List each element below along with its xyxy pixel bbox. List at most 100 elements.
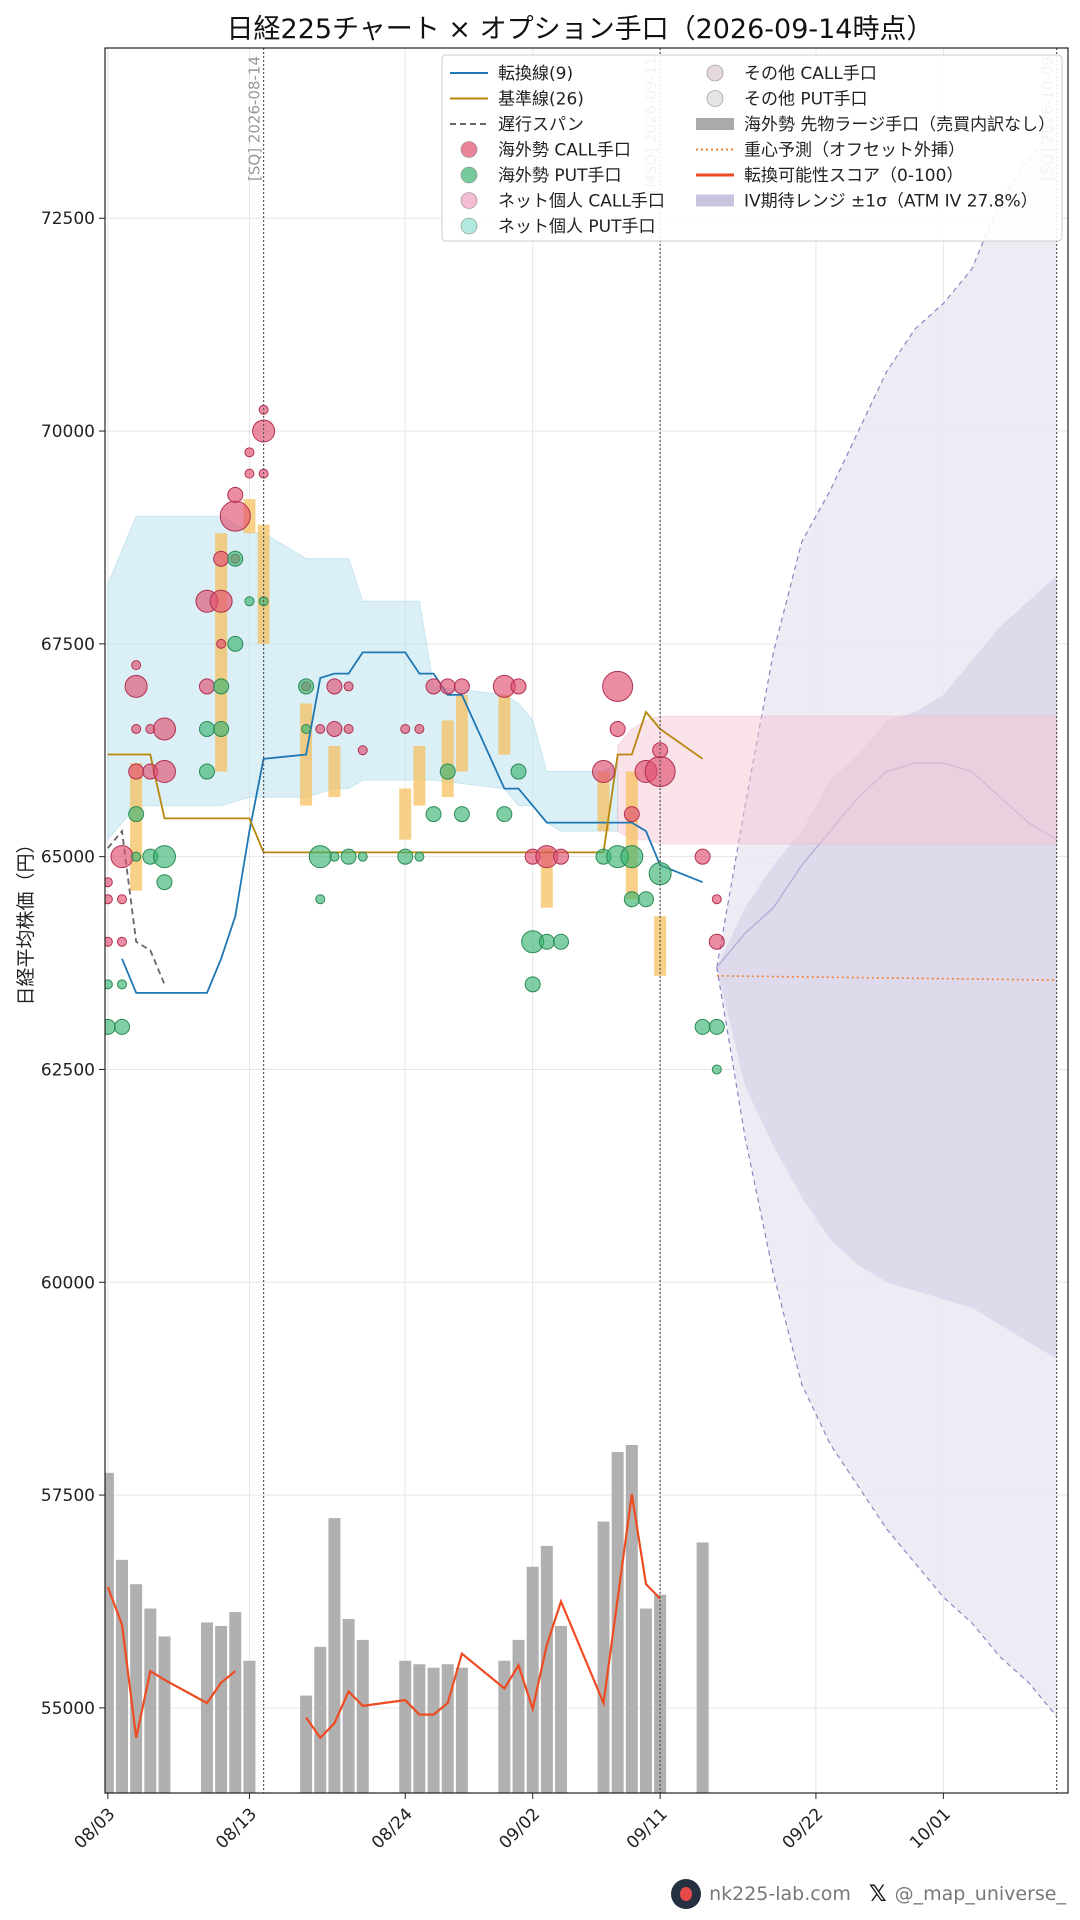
put-bubble: [620, 845, 644, 869]
call-bubble: [110, 845, 134, 869]
futures-bar: [455, 694, 468, 772]
footer: nk225-lab.com 𝕏 @_map_universe_: [671, 1879, 1066, 1909]
call-bubble: [116, 894, 127, 905]
put-bubble: [340, 848, 357, 865]
put-bubble: [425, 806, 442, 823]
x-logo-icon: 𝕏: [868, 1881, 887, 1907]
put-bubble: [553, 933, 570, 950]
call-bubble: [439, 678, 456, 695]
call-bubble: [315, 723, 326, 734]
put-bubble: [357, 851, 368, 862]
call-bubble: [213, 550, 230, 567]
call-bubble: [219, 500, 251, 532]
call-bubble: [216, 638, 227, 649]
y-tick-label: 65000: [41, 848, 95, 868]
legend-label: 海外勢 CALL手口: [498, 141, 631, 161]
volume-bar: [512, 1639, 525, 1793]
call-bubble: [602, 670, 634, 702]
put-bubble: [213, 720, 230, 737]
call-bubble: [708, 933, 725, 950]
legend-item: 転換線(9): [450, 64, 573, 84]
volume-bar: [555, 1625, 568, 1793]
call-bubble: [227, 486, 244, 503]
volume-bar: [314, 1646, 327, 1793]
x-axis: 08/03 08/13 08/24 09/02 09/11 09/22 10/01: [71, 1793, 955, 1853]
put-bubble: [152, 845, 176, 869]
call-bubble: [128, 763, 145, 780]
call-bubble: [252, 419, 276, 443]
legend-item: その他 CALL手口: [706, 64, 877, 84]
call-bubble: [152, 760, 176, 784]
volume-bar: [229, 1612, 242, 1793]
volume-bar: [328, 1518, 341, 1793]
put-bubble: [694, 1018, 711, 1035]
put-bubble: [308, 845, 332, 869]
legend-box: [441, 54, 1063, 242]
call-bubble: [711, 894, 722, 905]
center-forecast-line: [716, 975, 1057, 981]
iv-outer-lower-line: [716, 967, 1058, 1717]
legend-item: 海外勢 先物ラージ手口（売買内訳なし）: [696, 115, 1055, 135]
sq-label-0: [SQ] 2026-08-14: [246, 56, 264, 181]
call-bubble: [591, 760, 615, 784]
put-bubble: [329, 851, 340, 862]
x-tick-label: 08/03: [71, 1804, 120, 1853]
volume-bar: [243, 1660, 256, 1793]
call-bubble: [609, 720, 626, 737]
volume-bar: [200, 1622, 213, 1793]
ichimoku-cloud-blue: [107, 515, 619, 841]
call-bubble: [623, 806, 640, 823]
put-bubble: [198, 720, 215, 737]
footer-handle[interactable]: @_map_universe_: [894, 1883, 1066, 1905]
put-bubble: [711, 1064, 722, 1075]
put-bubble: [298, 678, 315, 695]
legend-item: 海外勢 CALL手口: [460, 141, 631, 161]
legend-label: 遅行スパン: [498, 115, 584, 135]
call-bubble: [131, 660, 142, 671]
plot-frame: [104, 47, 1069, 1794]
x-tick-label: 08/13: [212, 1804, 261, 1853]
legend-swatch-rect: [696, 118, 734, 130]
score-line: [106, 1494, 661, 1740]
legend-label: 転換可能性スコア（0-100）: [744, 166, 963, 186]
put-bubble: [315, 894, 326, 905]
put-bubble: [105, 979, 113, 990]
futures-bar: [399, 788, 412, 840]
volume-bar: [597, 1521, 610, 1793]
legend-swatch-dot: [706, 64, 724, 82]
y-tick-label: 55000: [41, 1699, 95, 1719]
futures-bar: [625, 771, 638, 900]
call-bubble: [105, 894, 113, 905]
call-bubble: [343, 681, 354, 692]
volume-bar: [215, 1625, 228, 1793]
x-tick-label: 09/11: [623, 1804, 672, 1853]
plot-area: [105, 124, 1058, 1793]
put-bubble: [156, 874, 173, 891]
y-tick-label: 60000: [41, 1273, 95, 1293]
call-bubble: [343, 723, 354, 734]
legend-item: 基準線(26): [450, 90, 584, 110]
legend-swatch-rect: [696, 194, 734, 207]
put-bubble: [227, 550, 244, 567]
put-bubble: [198, 763, 215, 780]
put-bubble: [113, 1018, 130, 1035]
footer-site[interactable]: nk225-lab.com: [709, 1883, 851, 1905]
legend-label: 基準線(26): [498, 90, 584, 110]
y-tick-label: 62500: [41, 1060, 95, 1080]
flow-1: [105, 550, 725, 1075]
call-bubble: [414, 723, 425, 734]
chikou-line: [107, 828, 166, 985]
volume-bar: [342, 1619, 355, 1793]
volume-bar: [399, 1660, 412, 1793]
y-axis-label: 日経平均株価（円）: [15, 834, 37, 1005]
put-bubble: [244, 596, 255, 607]
call-bubble: [510, 678, 527, 695]
call-bubble: [152, 717, 176, 741]
legend-label: ネット個人 PUT手口: [498, 217, 655, 237]
futures-bar: [441, 720, 454, 798]
legend-swatch-dot: [706, 90, 724, 107]
legend-item: 遅行スパン: [450, 115, 584, 135]
call-bubble: [131, 723, 142, 734]
volume-bar: [441, 1664, 454, 1793]
